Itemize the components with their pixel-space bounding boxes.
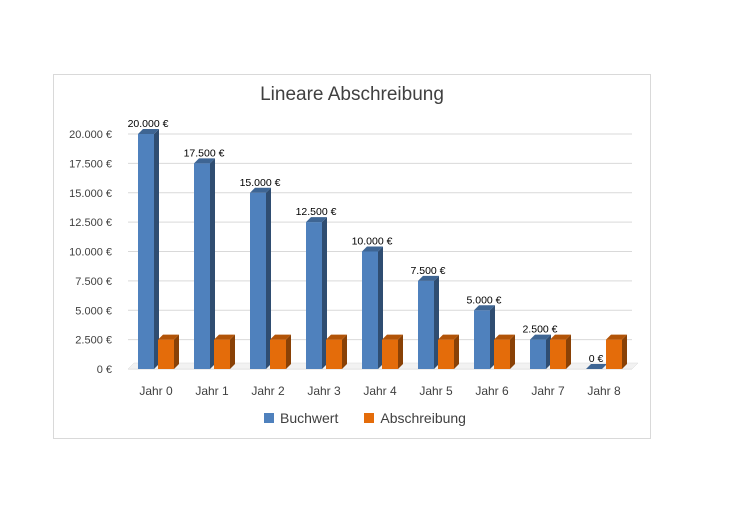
x-tick-label: Jahr 4	[363, 384, 397, 398]
data-label-buchwert: 12.500 €	[296, 206, 337, 218]
bar-buchwert	[474, 305, 495, 369]
data-label-buchwert: 7.500 €	[410, 265, 445, 277]
x-tick-label: Jahr 7	[531, 384, 565, 398]
x-tick-label: Jahr 8	[587, 384, 621, 398]
data-label-buchwert: 5.000 €	[466, 294, 501, 306]
y-tick-label: 2.500 €	[75, 335, 112, 347]
bar-buchwert	[138, 129, 159, 369]
bar-buchwert	[418, 275, 439, 369]
legend-label-buchwert: Buchwert	[280, 410, 339, 426]
legend-item-abschreibung: Abschreibung	[364, 410, 466, 426]
data-label-buchwert: 2.500 €	[522, 324, 557, 336]
bar-buchwert	[306, 217, 327, 369]
bar-buchwert	[194, 158, 215, 369]
data-label-buchwert: 10.000 €	[352, 236, 393, 248]
x-tick-label: Jahr 3	[307, 384, 341, 398]
bar-buchwert	[250, 187, 271, 369]
legend-item-buchwert: Buchwert	[264, 410, 338, 426]
bar-abschreibung	[270, 334, 291, 369]
legend: Buchwert Abschreibung	[0, 410, 730, 426]
legend-label-abschreibung: Abschreibung	[380, 410, 466, 426]
legend-swatch-abschreibung	[364, 413, 375, 423]
y-tick-label: 7.500 €	[75, 276, 112, 288]
bar-abschreibung	[438, 334, 459, 369]
y-tick-label: 20.000 €	[69, 129, 112, 141]
data-label-buchwert: 20.000 €	[128, 118, 169, 130]
bar-abschreibung	[606, 334, 627, 369]
bar-abschreibung	[326, 334, 347, 369]
bar-buchwert	[362, 246, 383, 369]
data-label-buchwert: 0 €	[589, 353, 604, 365]
x-tick-label: Jahr 1	[195, 384, 229, 398]
x-tick-label: Jahr 6	[475, 384, 509, 398]
y-tick-label: 17.500 €	[69, 158, 112, 170]
legend-swatch-buchwert	[264, 413, 274, 423]
data-label-buchwert: 17.500 €	[184, 147, 225, 159]
y-tick-label: 12.500 €	[69, 217, 112, 229]
y-tick-label: 5.000 €	[75, 305, 112, 317]
bar-abschreibung	[550, 334, 571, 369]
bar-abschreibung	[158, 334, 179, 369]
bar-buchwert	[586, 364, 607, 369]
y-tick-label: 0 €	[97, 364, 112, 376]
y-tick-label: 15.000 €	[69, 188, 112, 200]
bar-abschreibung	[494, 334, 515, 369]
x-tick-label: Jahr 0	[139, 384, 173, 398]
bar-abschreibung	[382, 334, 403, 369]
x-tick-label: Jahr 5	[419, 384, 453, 398]
x-tick-label: Jahr 2	[251, 384, 285, 398]
data-label-buchwert: 15.000 €	[240, 177, 281, 189]
bar-buchwert	[530, 334, 551, 369]
bar-abschreibung	[214, 334, 235, 369]
chart-title: Lineare Abschreibung	[260, 84, 444, 105]
y-tick-label: 10.000 €	[69, 247, 112, 259]
